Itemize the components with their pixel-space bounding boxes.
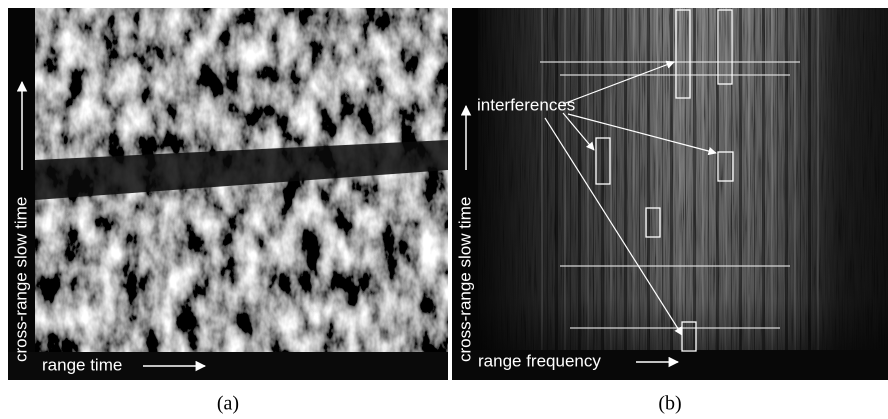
x-axis-label: range frequency — [478, 351, 601, 370]
caption: (a) — [217, 393, 239, 415]
panel-a: cross-range slow time range time — [8, 8, 448, 380]
spectrum-shade — [478, 8, 888, 350]
annotation: interferences — [477, 95, 575, 114]
panel-b: interferences cross-range slow time rang… — [452, 8, 888, 380]
caption: (b) — [658, 393, 681, 415]
y-axis-label: cross-range slow time — [11, 197, 30, 362]
x-axis-label: range time — [42, 355, 122, 374]
y-axis-label: cross-range slow time — [455, 197, 474, 362]
figure: cross-range slow time range time interfe… — [0, 0, 888, 419]
